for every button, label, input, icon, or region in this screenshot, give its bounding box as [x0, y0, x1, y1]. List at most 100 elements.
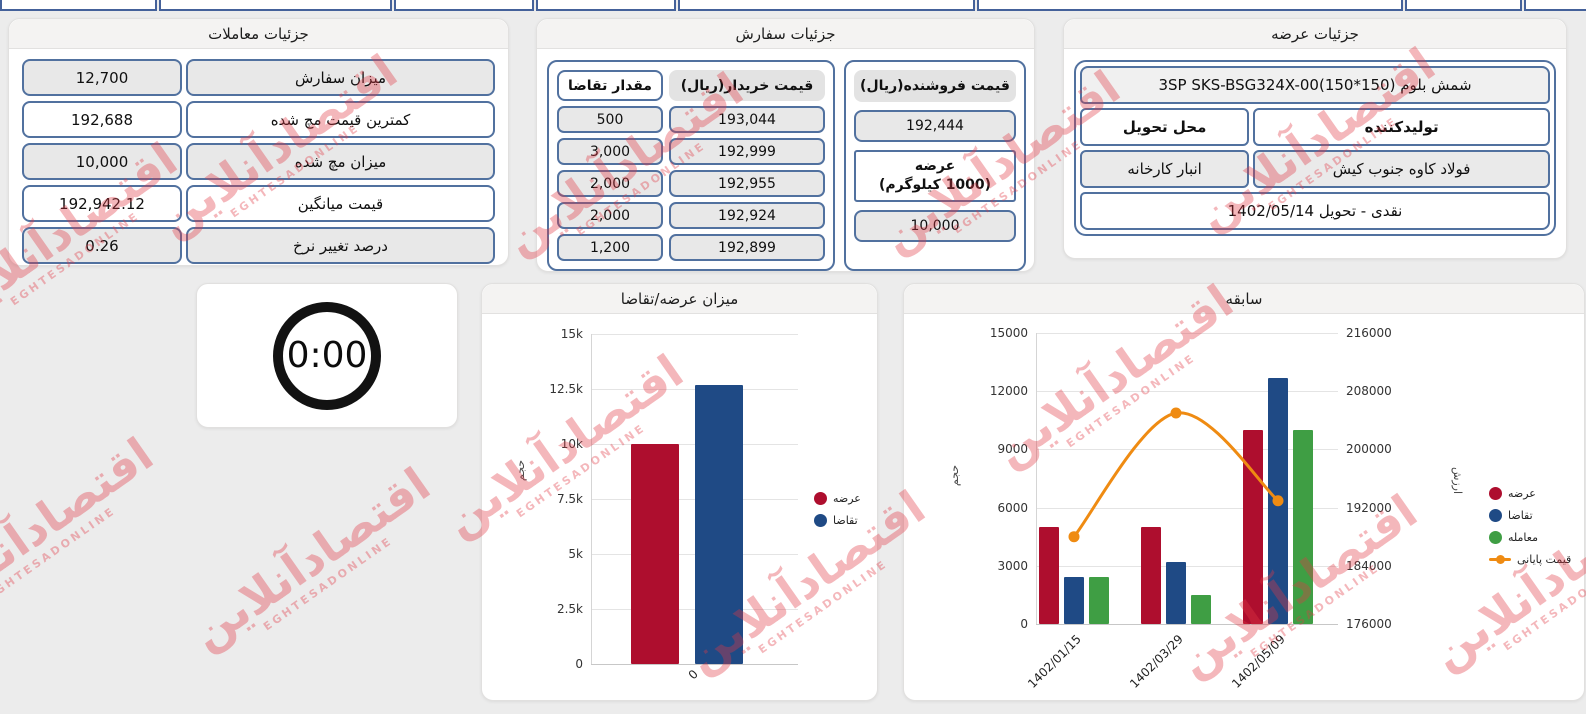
axis-title: حجم — [948, 464, 962, 487]
y-tick-label: 6000 — [997, 500, 1028, 515]
y-tick-label-right: 200000 — [1346, 442, 1392, 457]
bar-trade — [1191, 594, 1211, 624]
table-row: 192,688 کمترین قیمت مچ شده — [22, 101, 495, 138]
bar-supply — [631, 444, 679, 664]
y-axis-line — [591, 334, 592, 664]
table-row: 0.26 درصد تغییر نرخ — [22, 227, 495, 264]
bar-supply — [1141, 527, 1161, 624]
bar-trade — [1293, 430, 1313, 624]
dot-marker-demand — [814, 514, 827, 527]
x-tick-label: 1402/03/29 — [1127, 632, 1186, 691]
gridline — [591, 554, 798, 555]
axis-title: حجم — [514, 459, 528, 482]
trade-value: 12,700 — [22, 59, 182, 96]
legend-item-demand: تقاضا — [1489, 508, 1571, 523]
x-tick-label: 1402/05/09 — [1229, 632, 1288, 691]
dot-marker-supply — [1489, 487, 1502, 500]
watermark-fa: اقتصادآنلاین — [181, 456, 440, 661]
y-tick-label: 15000 — [989, 326, 1028, 340]
bar-demand — [695, 384, 743, 664]
legend-label: تقاضا — [833, 514, 858, 527]
watermark-en: EGHTESADONLINE — [0, 503, 119, 604]
table-cell — [977, 0, 1403, 11]
supply-demand-chart-card: میزان عرضه/تقاضا 0 2.5k 5k 7.5k 10k 12.5k 15k 0… — [481, 283, 878, 701]
countdown-timer: 0:00 — [273, 301, 381, 410]
gridline — [1036, 565, 1338, 567]
legend-item-demand: تقاضا — [814, 513, 861, 528]
trade-label: میزان مچ شده — [186, 143, 495, 180]
gridline — [1036, 391, 1338, 393]
y-tick-label-right: 176000 — [1346, 617, 1392, 631]
buyer-orders-list: 500 193,044 3,000 192,999 2,000 192,955 2,000 1… — [557, 106, 825, 261]
table-cell — [536, 0, 676, 11]
table-cell — [1405, 0, 1522, 11]
y-tick-label: 7.5k — [556, 492, 583, 506]
orders-panel: جزئیات سفارش مقدار تقاضا قیمت خریدار(ریا… — [536, 18, 1035, 272]
legend-item-supply: عرضه — [1489, 486, 1571, 501]
table-row: 192,942.12 قیمت میانگین — [22, 185, 495, 222]
buyer-price: 192,999 — [669, 138, 825, 165]
supply-details-table: شمش بلوم (150*150)‎3SP SKS-BSG324X-00 تو… — [1074, 60, 1556, 236]
buyer-price: 192,955 — [669, 170, 825, 197]
watermark-fa: اقتصادآنلاین — [0, 426, 163, 631]
supply-panel-title: جزئیات عرضه — [1064, 19, 1566, 49]
trade-value: 192,942.12 — [22, 185, 182, 222]
line-marker-closing-price — [1489, 555, 1511, 564]
table-row: 12,700 میزان سفارش — [22, 59, 495, 96]
settlement-value: نقدی - تحویل 1402/05/14 — [1080, 192, 1550, 230]
table-cell — [159, 0, 392, 11]
dot-marker-supply — [814, 492, 827, 505]
chart-legend: عرضه تقاضا — [814, 491, 861, 528]
bar-demand — [1064, 577, 1084, 624]
y-tick-label-right: 192000 — [1346, 500, 1392, 515]
delivery-place-header: محل تحویل — [1080, 108, 1250, 146]
producer-value: فولاد کاوه جنوب کیش — [1253, 150, 1550, 188]
trades-panel-title: جزئیات معاملات — [9, 19, 508, 49]
buyer-order-row: 1,200 192,899 — [557, 234, 825, 261]
seller-box: قیمت فروشنده(ریال) 192,444 عرضه (1000 کی… — [844, 60, 1026, 271]
gridline — [591, 444, 798, 445]
watermark-en: EGHTESADONLINE — [260, 533, 396, 634]
gridline — [591, 499, 798, 500]
seller-price-value: 192,444 — [854, 110, 1016, 142]
gridline — [591, 664, 798, 665]
buyer-price: 192,899 — [669, 234, 825, 261]
bar-demand — [1166, 561, 1186, 624]
gridline — [591, 609, 798, 610]
x-tick-label: 0 — [685, 667, 701, 683]
legend-label: تقاضا — [1508, 509, 1533, 522]
table-cell — [394, 0, 534, 11]
buyer-order-row: 500 193,044 — [557, 106, 825, 133]
supply-word: عرضه — [914, 158, 956, 175]
buyer-price: 193,044 — [669, 106, 825, 133]
closing-price-point — [1272, 495, 1284, 507]
y-axis-line — [1036, 333, 1037, 624]
legend-label: عرضه — [833, 492, 861, 505]
table-row: 10,000 میزان مچ شده — [22, 143, 495, 180]
legend-item-closing-price: قیمت پایانی — [1489, 552, 1571, 567]
trade-value: 192,688 — [22, 101, 182, 138]
timer-card: 0:00 — [196, 283, 458, 428]
gridline — [1036, 507, 1338, 509]
supply-demand-chart: 0 2.5k 5k 7.5k 10k 12.5k 15k 0 عرضه تقاضا حجم — [482, 314, 877, 700]
y-tick-label: 3000 — [997, 558, 1028, 573]
trade-label: قیمت میانگین — [186, 185, 495, 222]
trade-label: کمترین قیمت مچ شده — [186, 101, 495, 138]
buyer-price: 192,924 — [669, 202, 825, 229]
orders-panel-title: جزئیات سفارش — [537, 19, 1034, 49]
demand-qty: 1,200 — [557, 234, 663, 261]
closing-price-point — [1170, 407, 1182, 419]
gridline — [1036, 333, 1338, 334]
dot-marker-demand — [1489, 509, 1502, 522]
buyer-order-row: 2,000 192,955 — [557, 170, 825, 197]
supply-amount-value: 10,000 — [854, 210, 1016, 242]
closing-price-point — [1068, 531, 1080, 543]
table-cell — [1524, 0, 1586, 11]
demand-qty: 500 — [557, 106, 663, 133]
y-tick-label: 12.5k — [549, 382, 583, 396]
chart-legend: عرضه تقاضا معامله قیمت پایانی — [1489, 486, 1571, 567]
seller-price-header: قیمت فروشنده(ریال) — [854, 70, 1016, 102]
y-tick-label: 10k — [560, 437, 583, 451]
gridline — [1036, 624, 1338, 625]
